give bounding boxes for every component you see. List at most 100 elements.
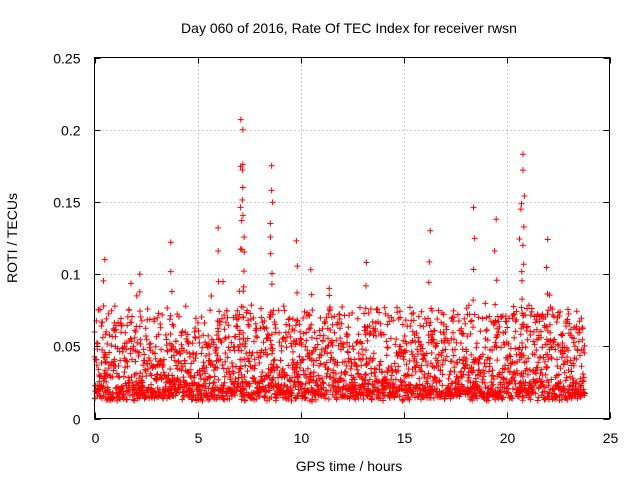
data-point — [353, 388, 360, 395]
data-point — [302, 395, 309, 402]
data-point — [502, 313, 509, 320]
data-point — [115, 362, 122, 369]
data-point — [278, 347, 285, 354]
data-point — [426, 258, 433, 265]
data-point — [137, 313, 144, 320]
data-point — [469, 369, 476, 376]
data-point — [439, 371, 446, 378]
data-point — [303, 329, 310, 336]
data-point — [293, 361, 300, 368]
data-point — [510, 311, 517, 318]
data-point — [148, 372, 155, 379]
data-point — [521, 193, 528, 200]
data-point — [554, 341, 561, 348]
data-point — [421, 371, 428, 378]
data-point — [168, 342, 175, 349]
data-point — [358, 340, 365, 347]
data-point — [94, 340, 101, 347]
data-point — [429, 331, 436, 338]
data-point — [239, 126, 246, 133]
data-point — [146, 357, 153, 364]
data-point — [225, 322, 232, 329]
data-point — [533, 377, 540, 384]
data-point — [323, 359, 330, 366]
data-point — [504, 324, 511, 331]
data-point — [564, 388, 571, 395]
data-point — [363, 372, 370, 379]
data-point — [159, 311, 166, 318]
data-point — [452, 346, 459, 353]
data-point — [350, 346, 357, 353]
data-point — [117, 357, 124, 364]
data-point — [222, 350, 229, 357]
data-point — [280, 303, 287, 310]
data-point — [113, 326, 120, 333]
data-point — [289, 390, 296, 397]
data-point — [505, 340, 512, 347]
data-point — [375, 385, 382, 392]
data-point — [128, 356, 135, 363]
data-point — [270, 307, 277, 314]
data-point — [525, 355, 532, 362]
data-point — [110, 367, 117, 374]
data-point — [431, 327, 438, 334]
data-point — [432, 344, 439, 351]
data-point — [196, 339, 203, 346]
data-point — [251, 375, 258, 382]
data-point — [518, 325, 525, 332]
data-point — [106, 332, 113, 339]
data-point — [376, 309, 383, 316]
data-point — [271, 367, 278, 374]
data-point — [575, 338, 582, 345]
data-point — [545, 307, 552, 314]
data-point — [543, 365, 550, 372]
data-point — [425, 279, 432, 286]
data-point — [557, 365, 564, 372]
data-point — [518, 277, 525, 284]
data-point — [517, 331, 524, 338]
data-point — [548, 376, 555, 383]
data-point — [471, 235, 478, 242]
data-point — [221, 312, 228, 319]
data-point — [403, 347, 410, 354]
x-tick-labels: 0 5 10 15 20 25 — [92, 430, 619, 446]
data-point — [502, 362, 509, 369]
data-point — [382, 385, 389, 392]
data-point — [259, 369, 266, 376]
data-point — [325, 395, 332, 402]
data-point — [499, 369, 506, 376]
data-point — [470, 266, 477, 273]
data-point — [524, 371, 531, 378]
data-point — [267, 220, 274, 227]
data-point — [579, 324, 586, 331]
data-point — [205, 332, 212, 339]
data-point — [434, 316, 441, 323]
data-point — [507, 353, 514, 360]
data-point — [524, 336, 531, 343]
data-point — [163, 342, 170, 349]
data-point — [308, 321, 315, 328]
data-point — [240, 304, 247, 311]
data-point — [235, 315, 242, 322]
data-point — [261, 376, 268, 383]
data-point — [336, 315, 343, 322]
data-point — [186, 382, 193, 389]
data-point — [118, 322, 125, 329]
data-point — [325, 365, 332, 372]
data-point — [246, 323, 253, 330]
data-point — [213, 332, 220, 339]
data-point — [112, 333, 119, 340]
data-point — [199, 344, 206, 351]
data-point — [479, 376, 486, 383]
data-point — [157, 357, 164, 364]
data-point — [542, 371, 549, 378]
data-point — [184, 331, 191, 338]
data-point — [279, 366, 286, 373]
data-point — [512, 328, 519, 335]
data-point — [305, 311, 312, 318]
data-point — [302, 343, 309, 350]
data-point — [228, 393, 235, 400]
data-point — [270, 357, 277, 364]
data-point — [537, 353, 544, 360]
